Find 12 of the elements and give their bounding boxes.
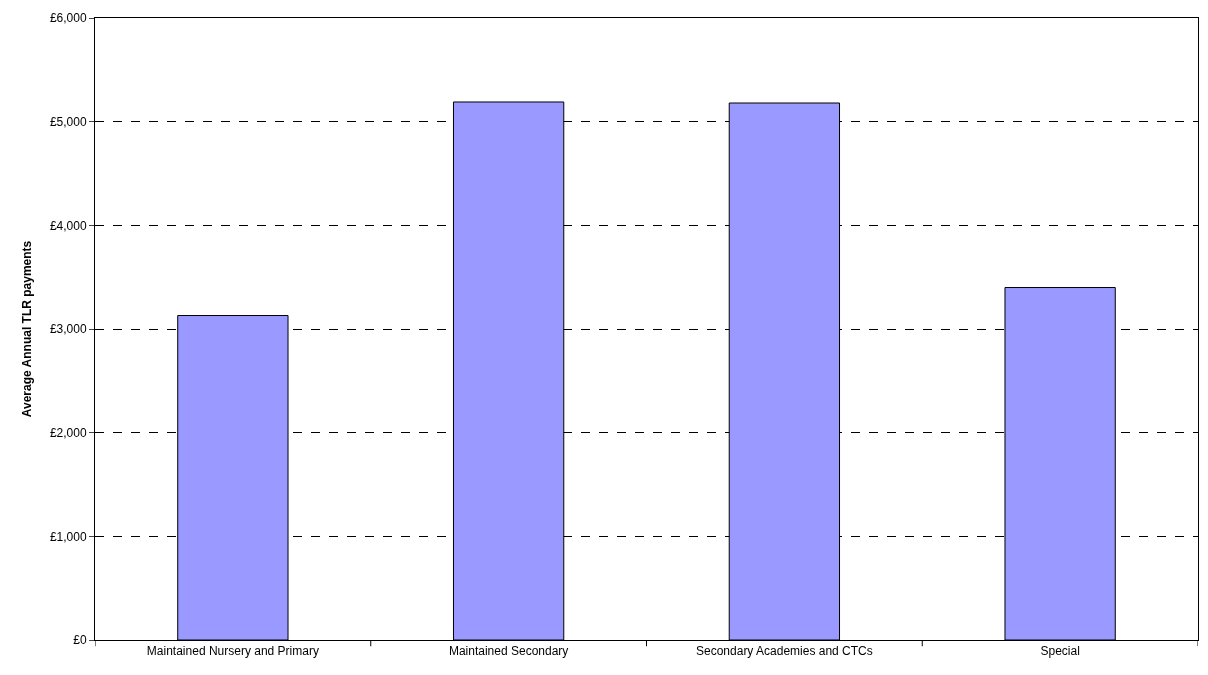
y-tick-label: £2,000 <box>49 425 87 440</box>
y-tick-label: £5,000 <box>49 114 87 129</box>
y-tick-label: £0 <box>73 633 87 648</box>
y-tick-label: £4,000 <box>49 218 87 233</box>
x-tick-label: Maintained Nursery and Primary <box>146 644 319 659</box>
y-axis-title: Average Annual TLR payments <box>20 240 35 418</box>
y-tick-label: £3,000 <box>49 322 87 337</box>
x-tick-label: Maintained Secondary <box>448 644 569 659</box>
x-tick-label: Secondary Academies and CTCs <box>696 644 873 659</box>
x-tick-label: Special <box>1040 644 1080 659</box>
y-tick-label: £6,000 <box>49 11 87 26</box>
y-tick-label: £1,000 <box>49 529 87 544</box>
